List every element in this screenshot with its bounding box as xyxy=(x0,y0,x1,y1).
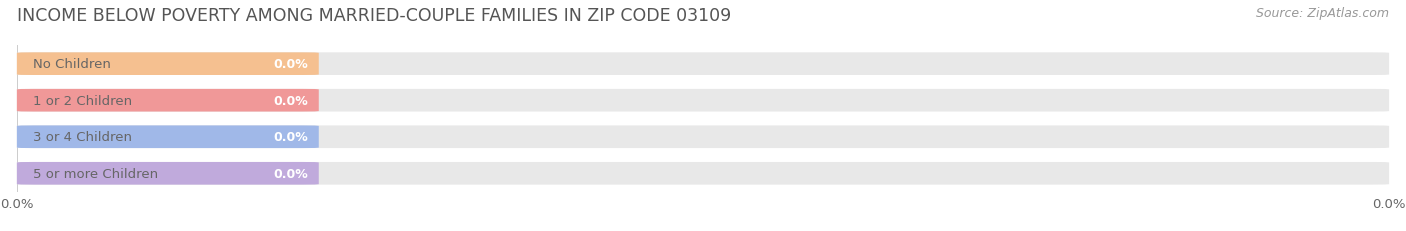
FancyBboxPatch shape xyxy=(17,53,1389,76)
Text: INCOME BELOW POVERTY AMONG MARRIED-COUPLE FAMILIES IN ZIP CODE 03109: INCOME BELOW POVERTY AMONG MARRIED-COUPL… xyxy=(17,7,731,25)
FancyBboxPatch shape xyxy=(17,89,1389,112)
Text: 3 or 4 Children: 3 or 4 Children xyxy=(34,131,132,144)
Text: 0.0%: 0.0% xyxy=(273,131,308,144)
FancyBboxPatch shape xyxy=(17,89,319,112)
FancyBboxPatch shape xyxy=(17,162,1389,185)
Text: 0.0%: 0.0% xyxy=(273,58,308,71)
Text: 0.0%: 0.0% xyxy=(273,94,308,107)
FancyBboxPatch shape xyxy=(17,162,319,185)
FancyBboxPatch shape xyxy=(17,126,319,149)
Text: 5 or more Children: 5 or more Children xyxy=(34,167,159,180)
Text: No Children: No Children xyxy=(34,58,111,71)
Text: 0.0%: 0.0% xyxy=(273,167,308,180)
Text: 1 or 2 Children: 1 or 2 Children xyxy=(34,94,132,107)
FancyBboxPatch shape xyxy=(17,126,1389,149)
Text: Source: ZipAtlas.com: Source: ZipAtlas.com xyxy=(1256,7,1389,20)
FancyBboxPatch shape xyxy=(17,53,319,76)
